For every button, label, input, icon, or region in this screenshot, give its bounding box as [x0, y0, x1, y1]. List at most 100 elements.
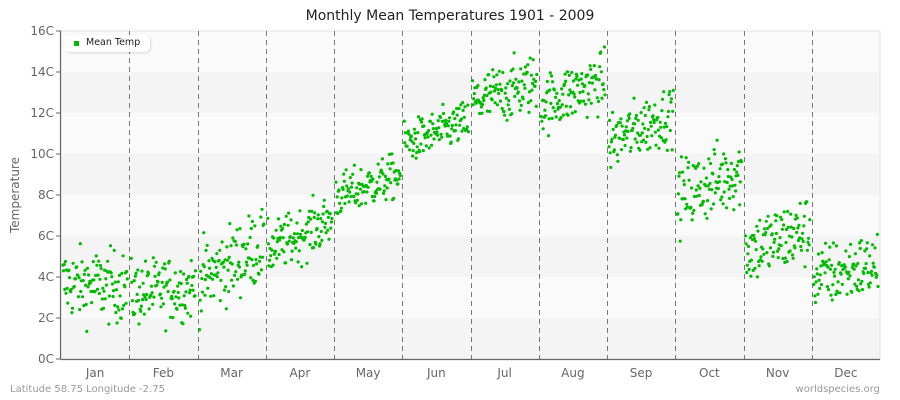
data-point — [281, 226, 285, 231]
data-point — [85, 329, 89, 333]
data-point — [230, 278, 234, 282]
data-point — [627, 116, 631, 120]
data-point — [427, 146, 431, 150]
data-point — [738, 180, 742, 184]
grid-band — [61, 195, 880, 236]
data-point — [759, 255, 763, 259]
data-point — [450, 127, 454, 131]
data-point — [383, 174, 387, 178]
data-point — [794, 213, 798, 217]
data-point — [815, 267, 819, 271]
data-point — [167, 259, 171, 263]
data-point — [97, 291, 101, 296]
x-axis-labels: Jan Feb Mar Apr May Jun Jul Aug Sep Oct Nov Dec — [85, 366, 858, 380]
data-point — [822, 262, 827, 266]
data-point — [258, 259, 262, 263]
data-point — [549, 74, 554, 78]
data-point — [828, 245, 832, 249]
data-point — [272, 236, 276, 240]
data-point — [622, 133, 627, 137]
data-point — [190, 283, 194, 288]
data-point — [652, 118, 656, 122]
data-point — [318, 242, 322, 246]
data-point — [186, 311, 190, 315]
data-point — [314, 242, 318, 246]
data-point — [402, 119, 406, 123]
data-point — [689, 205, 693, 209]
data-point — [755, 275, 760, 279]
data-point — [829, 293, 833, 297]
data-point — [143, 295, 147, 299]
data-point — [322, 204, 326, 209]
x-tick-label: Dec — [834, 366, 857, 380]
data-point — [422, 124, 426, 128]
data-point — [522, 72, 526, 76]
data-point — [444, 121, 449, 126]
data-point — [82, 272, 86, 276]
data-point — [588, 64, 592, 68]
data-point — [856, 278, 861, 282]
data-point — [365, 190, 369, 194]
data-point — [488, 84, 492, 88]
data-point — [321, 212, 325, 216]
data-point — [567, 93, 571, 97]
data-point — [373, 194, 377, 199]
data-point — [216, 271, 220, 275]
data-point — [164, 283, 168, 287]
data-point — [686, 166, 690, 170]
data-point — [607, 145, 611, 149]
data-point — [565, 70, 570, 74]
data-point — [291, 236, 295, 240]
data-point — [98, 277, 102, 281]
y-tick-label: 2C — [38, 311, 54, 325]
data-point — [649, 124, 653, 128]
y-tick-label: 0C — [38, 352, 54, 366]
data-point — [478, 111, 482, 116]
data-point — [176, 284, 180, 288]
data-point — [534, 104, 538, 108]
data-point — [832, 270, 836, 274]
data-point — [558, 105, 563, 109]
data-point — [224, 285, 228, 289]
data-point — [225, 245, 229, 249]
data-point — [484, 86, 488, 90]
data-point — [481, 96, 485, 100]
data-point — [760, 259, 764, 263]
data-point — [505, 118, 509, 122]
data-point — [747, 267, 751, 272]
data-point — [677, 174, 681, 178]
data-point — [638, 148, 642, 152]
data-point — [326, 228, 330, 232]
data-point — [465, 127, 469, 131]
data-point — [485, 109, 489, 113]
data-point — [259, 268, 263, 272]
data-point — [644, 100, 649, 104]
data-point — [392, 196, 396, 200]
data-point — [448, 134, 452, 138]
data-point — [765, 226, 770, 231]
data-point — [335, 195, 339, 199]
data-point — [560, 103, 564, 107]
data-point — [786, 209, 790, 214]
data-point — [818, 286, 822, 290]
data-point — [149, 284, 154, 288]
data-point — [668, 90, 672, 94]
data-point — [575, 74, 579, 79]
data-point — [408, 148, 412, 152]
data-point — [454, 123, 458, 127]
data-point — [513, 94, 517, 98]
data-point — [309, 230, 313, 234]
data-point — [564, 104, 568, 108]
data-point — [654, 143, 658, 147]
data-point — [116, 305, 120, 309]
data-point — [611, 110, 615, 115]
data-point — [587, 98, 591, 102]
data-point — [862, 271, 866, 276]
data-point — [284, 214, 288, 218]
data-point — [142, 312, 146, 316]
data-point — [79, 289, 83, 294]
data-point — [63, 259, 67, 264]
data-point — [461, 108, 465, 112]
data-point — [698, 186, 702, 190]
